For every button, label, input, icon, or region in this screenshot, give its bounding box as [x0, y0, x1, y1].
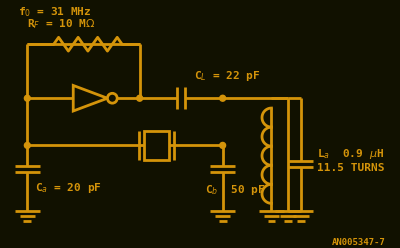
- Text: R$_F$ = 10 M$\Omega$: R$_F$ = 10 M$\Omega$: [27, 18, 96, 31]
- Circle shape: [24, 142, 30, 148]
- Text: AN005347-7: AN005347-7: [332, 238, 386, 247]
- Circle shape: [137, 95, 142, 101]
- Circle shape: [220, 95, 226, 101]
- Circle shape: [220, 142, 226, 148]
- Text: C$_L$ = 22 pF: C$_L$ = 22 pF: [194, 69, 261, 83]
- Circle shape: [24, 95, 30, 101]
- Text: C$_b$  50 pF: C$_b$ 50 pF: [205, 183, 265, 197]
- Text: C$_a$ = 20 pF: C$_a$ = 20 pF: [35, 181, 102, 195]
- Text: L$_a$  0.9 $\mu$H: L$_a$ 0.9 $\mu$H: [317, 147, 384, 161]
- Bar: [144, 131, 169, 160]
- Text: 11.5 TURNS: 11.5 TURNS: [317, 163, 385, 173]
- Text: f$_0$ = 31 MHz: f$_0$ = 31 MHz: [18, 5, 91, 19]
